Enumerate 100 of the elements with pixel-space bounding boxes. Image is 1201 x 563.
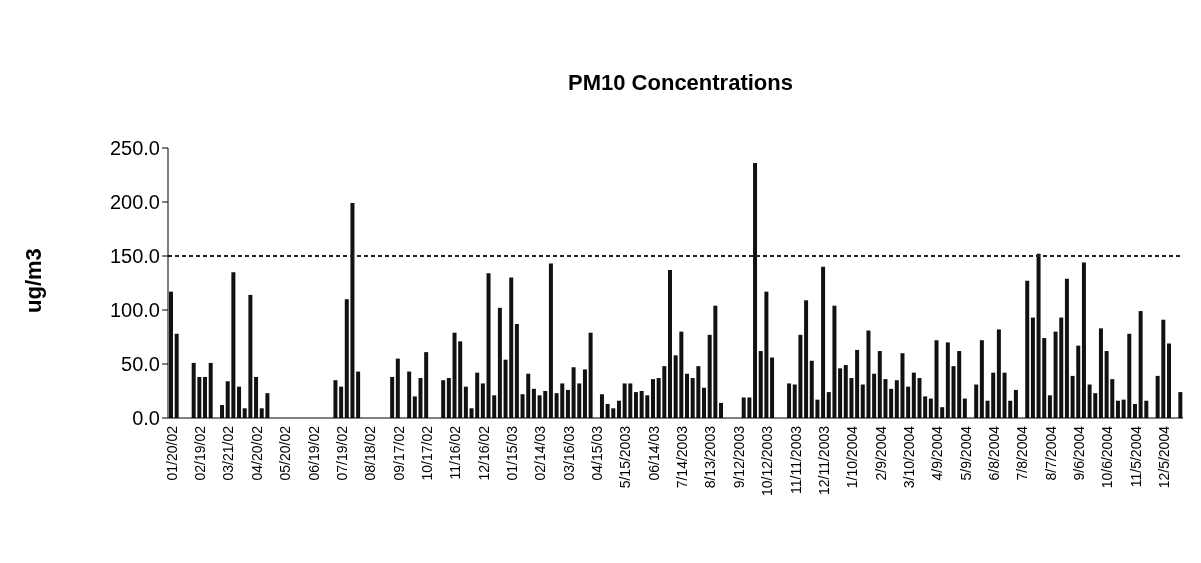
x-tick-label: 8/13/2003 <box>702 425 719 489</box>
x-tick-label: 1/10/2004 <box>844 425 861 489</box>
x-tick-label: 6/8/2004 <box>985 425 1002 481</box>
x-tick-label: 02/14/03 <box>532 425 549 481</box>
bar <box>599 394 604 418</box>
x-tick-label: 11/16/02 <box>447 425 464 480</box>
bar <box>906 386 911 418</box>
x-tick-label: 7/8/2004 <box>1014 425 1031 481</box>
x-tick-label: 01/20/02 <box>163 425 180 481</box>
bar <box>463 386 468 418</box>
x-tick-label: 09/17/02 <box>390 425 407 481</box>
bar <box>174 333 179 418</box>
bar <box>1115 400 1120 418</box>
x-tick-label: 04/20/02 <box>248 425 265 481</box>
bar <box>254 376 259 418</box>
x-tick-label: 04/15/03 <box>589 425 606 481</box>
x-tick-label: 12/5/2004 <box>1156 425 1173 489</box>
bar <box>928 398 933 418</box>
bar <box>356 371 361 418</box>
bar <box>1166 343 1171 418</box>
x-tick-label: 11/5/2004 <box>1127 425 1144 488</box>
x-tick-label: 06/14/03 <box>645 425 662 481</box>
bar <box>633 392 638 418</box>
bar <box>441 380 446 418</box>
x-tick-label: 12/11/2003 <box>815 425 832 496</box>
x-tick-label: 9/12/2003 <box>730 425 747 489</box>
bar <box>650 379 655 418</box>
y-tick-label: 200.0 <box>109 191 160 214</box>
x-tick-label: 8/7/2004 <box>1042 425 1059 481</box>
bar <box>753 163 758 418</box>
bar <box>424 352 429 418</box>
x-tick-label: 03/21/02 <box>220 425 237 481</box>
bar <box>548 263 553 418</box>
bar <box>719 402 724 418</box>
x-tick-label: 3/10/2004 <box>900 425 917 489</box>
bar <box>395 358 400 418</box>
bar <box>1132 403 1137 418</box>
x-tick-label: 12/16/02 <box>475 425 492 481</box>
bar <box>787 383 792 418</box>
y-tick-label: 250.0 <box>109 137 160 160</box>
x-tick-label: 05/20/02 <box>277 425 294 481</box>
y-tick-label: 50.0 <box>121 353 160 376</box>
x-tick-label: 11/11/2003 <box>787 425 804 494</box>
x-tick-label: 01/15/03 <box>504 425 520 481</box>
bar <box>1098 328 1103 418</box>
y-tick-label: 0.0 <box>132 407 160 430</box>
x-tick-label: 10/6/2004 <box>1099 425 1116 489</box>
bar <box>838 368 843 418</box>
bar <box>804 300 809 418</box>
x-tick-label: 7/14/2003 <box>674 425 691 489</box>
bar <box>702 387 707 418</box>
bar <box>1013 389 1018 418</box>
bar <box>208 362 213 418</box>
bar <box>1081 262 1086 418</box>
y-axis-title: ug/m3 <box>20 248 46 313</box>
x-tick-label: 08/18/02 <box>362 425 379 481</box>
bar <box>616 400 621 418</box>
bar <box>220 405 225 418</box>
bar <box>889 388 894 418</box>
bar <box>1047 395 1052 418</box>
bar <box>667 270 672 418</box>
bar <box>480 383 485 418</box>
bar <box>339 386 344 418</box>
bar <box>1030 317 1035 418</box>
bar <box>333 380 338 418</box>
x-tick-label: 10/17/02 <box>418 425 435 481</box>
bar <box>872 373 877 418</box>
bar <box>1064 278 1069 418</box>
bar <box>169 291 173 418</box>
bar <box>962 398 967 418</box>
bar <box>685 373 690 418</box>
bar <box>979 340 984 418</box>
bar <box>821 266 826 418</box>
bar <box>1025 280 1030 418</box>
x-tick-label: 9/6/2004 <box>1071 425 1088 481</box>
bar <box>497 307 502 418</box>
bar <box>770 357 775 418</box>
y-tick-label: 100.0 <box>109 299 160 322</box>
bar <box>565 389 570 418</box>
bar <box>582 369 587 418</box>
bar <box>923 396 928 418</box>
bar <box>203 376 208 418</box>
x-tick-label: 07/19/02 <box>333 425 350 481</box>
bar <box>1178 392 1183 418</box>
x-tick-label: 2/9/2004 <box>872 425 889 481</box>
bar <box>446 378 451 418</box>
bar <box>531 388 536 418</box>
x-tick-label: 06/19/02 <box>305 425 322 481</box>
x-tick-label: 03/16/03 <box>560 425 577 481</box>
bar <box>588 332 593 418</box>
x-tick-label: 4/9/2004 <box>929 425 946 481</box>
chart-title: PM10 Concentrations <box>567 70 794 96</box>
bar <box>945 342 950 418</box>
bar <box>996 329 1001 418</box>
x-tick-label: 10/12/2003 <box>759 425 776 497</box>
y-tick-label: 150.0 <box>109 245 160 268</box>
bar <box>390 376 395 418</box>
bar <box>514 324 519 418</box>
bar <box>237 386 242 418</box>
bar <box>855 349 860 418</box>
